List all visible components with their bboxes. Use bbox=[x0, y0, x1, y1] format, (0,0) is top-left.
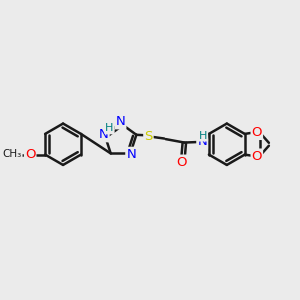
Text: O: O bbox=[176, 156, 187, 169]
Text: N: N bbox=[116, 115, 125, 128]
Text: N: N bbox=[126, 148, 136, 161]
Text: O: O bbox=[252, 149, 262, 163]
Text: S: S bbox=[144, 130, 153, 143]
Text: H: H bbox=[199, 131, 207, 141]
Text: N: N bbox=[99, 128, 109, 141]
Text: CH₃: CH₃ bbox=[2, 149, 22, 159]
Text: H: H bbox=[105, 124, 114, 134]
Text: N: N bbox=[197, 136, 207, 148]
Text: O: O bbox=[252, 126, 262, 139]
Text: O: O bbox=[25, 148, 35, 161]
